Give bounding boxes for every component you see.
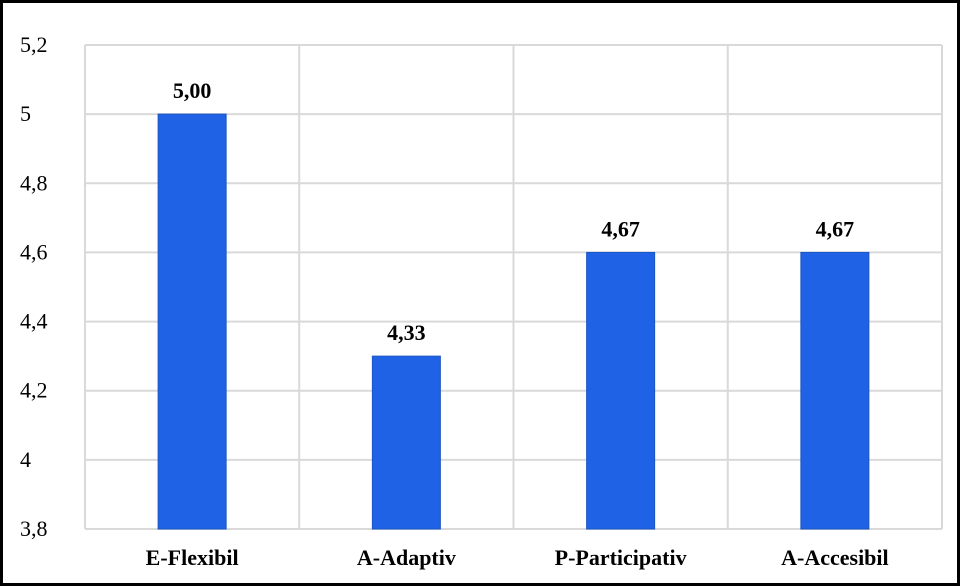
bar [371,355,441,530]
bar [586,251,656,530]
x-category-label: E-Flexibil [146,545,239,570]
x-category-label: A-Accesibil [781,545,889,570]
y-tick-label: 4,4 [20,309,48,334]
x-axis-category-labels: E-Flexibil A-Adaptiv P-Participativ A-Acces… [146,545,889,570]
bar [800,251,870,530]
bars [157,113,870,530]
y-tick-label: 4,6 [20,239,48,264]
y-tick-label: 3,8 [20,516,48,541]
y-tick-label: 4,2 [20,378,48,403]
y-tick-label: 4 [20,447,31,472]
bar [157,113,227,530]
data-label: 4,33 [387,320,426,345]
x-category-label: P-Participativ [555,545,687,570]
y-tick-label: 5 [20,101,31,126]
y-axis-tick-labels: 3,8 4 4,2 4,4 4,6 4,8 5 5,2 [20,32,48,541]
y-tick-label: 4,8 [20,170,48,195]
data-label: 4,67 [601,216,640,241]
gridlines [84,44,943,530]
x-category-label: A-Adaptiv [357,545,456,570]
data-label: 4,67 [816,216,855,241]
data-label: 5,00 [173,78,212,103]
y-tick-label: 5,2 [20,32,48,57]
data-labels: 5,00 4,33 4,67 4,67 [173,78,854,345]
